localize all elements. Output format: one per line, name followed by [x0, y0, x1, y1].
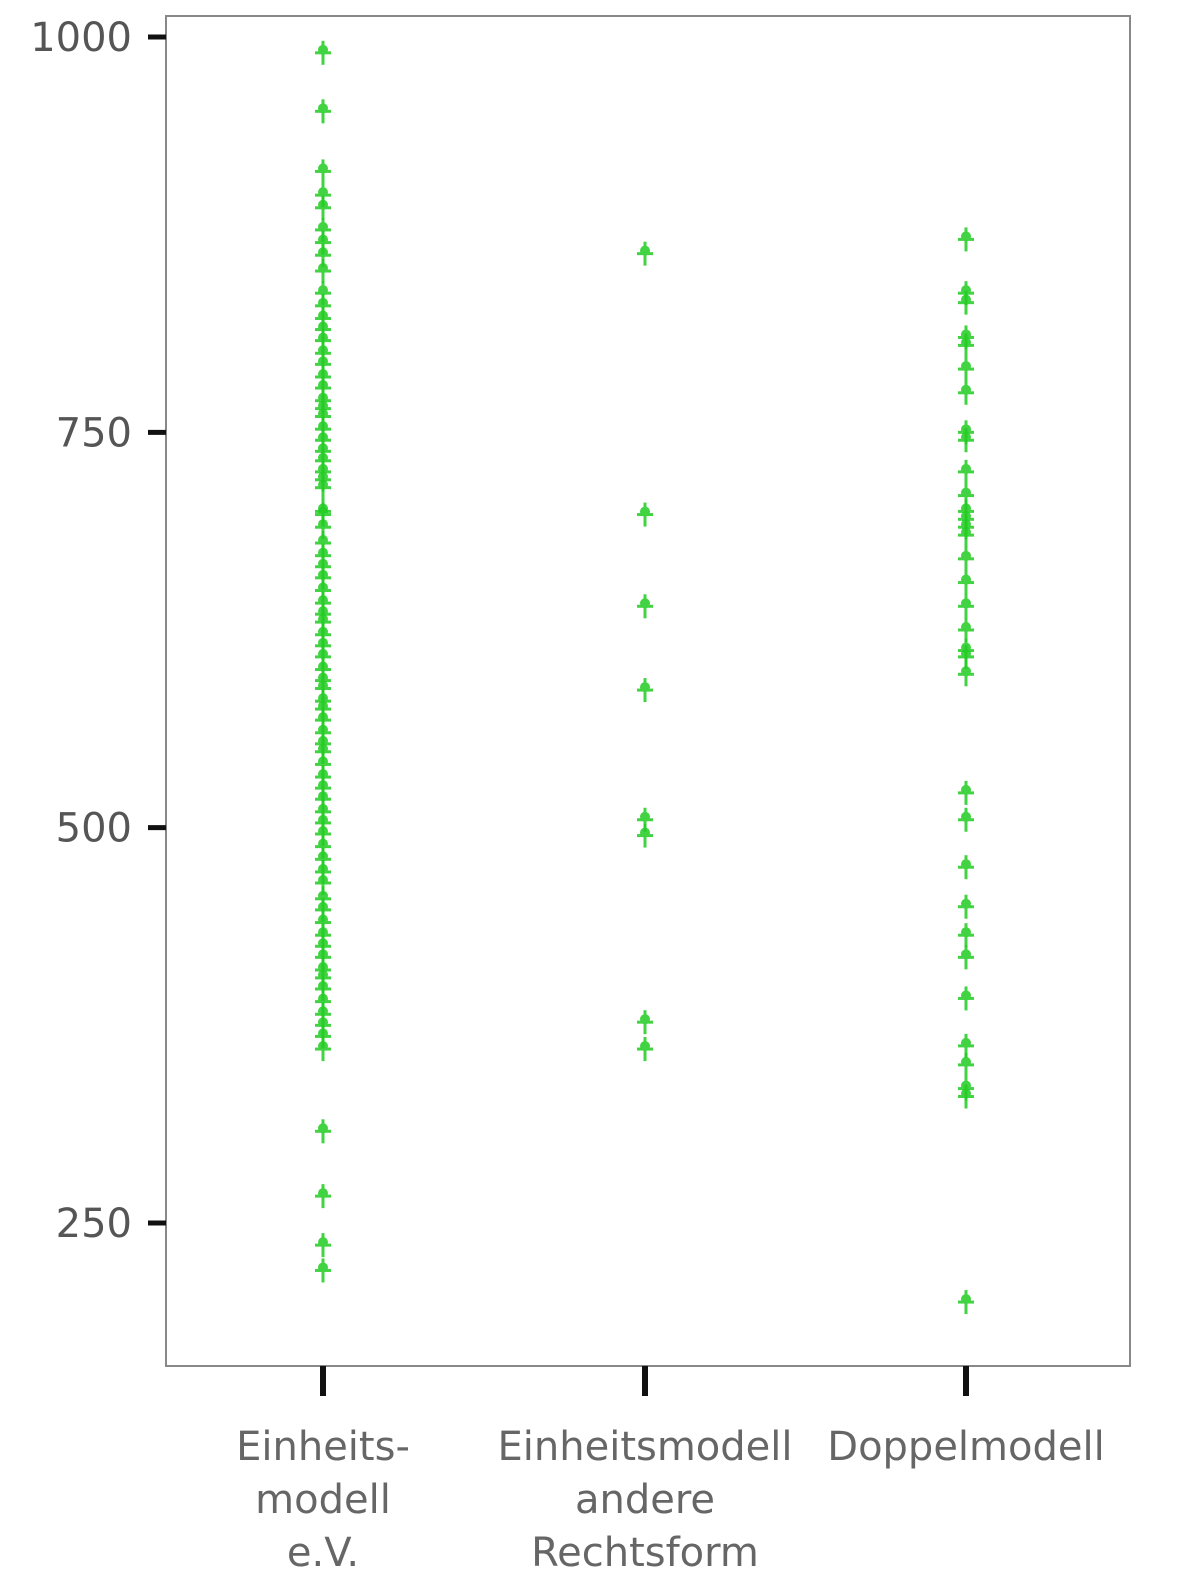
data-point: [315, 821, 331, 846]
y-tick-label: 750: [56, 410, 132, 456]
x-tick-label: andere: [575, 1477, 715, 1523]
data-point: [637, 1037, 653, 1062]
data-point: [315, 159, 331, 184]
data-point: [958, 1052, 974, 1077]
data-point: [637, 241, 653, 266]
data-point: [315, 1184, 331, 1209]
data-point: [958, 227, 974, 252]
data-point: [315, 475, 331, 500]
x-tick-label: Einheits-: [236, 1424, 410, 1470]
data-point: [958, 923, 974, 948]
data-point: [958, 945, 974, 970]
data-point: [958, 357, 974, 382]
data-point: [637, 1010, 653, 1035]
y-tick-label: 250: [56, 1201, 132, 1247]
data-point: [315, 99, 331, 124]
data-point: [637, 594, 653, 619]
x-tick-label: Rechtsform: [531, 1530, 759, 1576]
data-point: [958, 780, 974, 805]
data-point: [637, 823, 653, 848]
data-point: [958, 1084, 974, 1109]
data-point: [958, 618, 974, 642]
x-tick-label: modell: [255, 1477, 391, 1523]
data-point: [958, 428, 974, 453]
data-point: [315, 293, 331, 318]
x-axis: Einheits-modell e.V. Einheitsmodell andere R…: [236, 1366, 1105, 1576]
x-tick-label: Doppelmodell: [827, 1424, 1104, 1470]
data-points: [315, 40, 974, 1315]
data-point: [958, 594, 974, 619]
data-point: [958, 546, 974, 571]
data-point: [958, 570, 974, 595]
data-point: [958, 290, 974, 315]
data-point: [958, 662, 974, 687]
data-point: [958, 380, 974, 405]
y-axis: 250 500 750 1000: [30, 15, 166, 1247]
data-point: [315, 1233, 331, 1258]
x-tick-label: e.V.: [287, 1530, 359, 1576]
x-tick-label: Einheitsmodell: [498, 1424, 793, 1470]
data-point: [958, 986, 974, 1011]
data-point: [315, 976, 331, 1001]
data-point: [958, 523, 974, 548]
data-point: [958, 807, 974, 832]
data-point: [637, 678, 653, 703]
y-tick-label: 1000: [30, 15, 132, 61]
data-point: [315, 259, 331, 284]
data-point: [315, 230, 331, 255]
data-point: [315, 515, 331, 540]
data-point: [315, 195, 331, 220]
data-point: [958, 459, 974, 484]
y-tick-label: 500: [56, 806, 132, 852]
data-point: [315, 40, 331, 65]
data-point: [315, 1037, 331, 1062]
data-point: [958, 333, 974, 358]
data-point: [315, 1119, 331, 1144]
data-point: [315, 1258, 331, 1283]
data-point: [637, 502, 653, 527]
data-point: [958, 894, 974, 919]
data-point: [958, 1290, 974, 1315]
data-point: [958, 855, 974, 880]
